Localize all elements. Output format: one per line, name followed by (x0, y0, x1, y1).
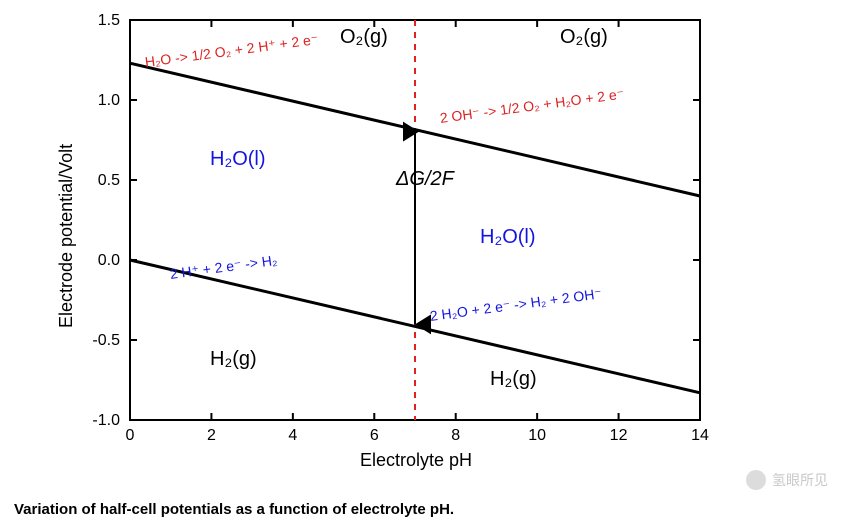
svg-text:14: 14 (691, 427, 709, 444)
svg-text:8: 8 (451, 427, 460, 444)
region-h2o-left: H₂O(l) (210, 148, 266, 171)
region-o2-left: O₂(g) (340, 26, 388, 49)
svg-text:2: 2 (207, 427, 216, 444)
region-h2-right: H₂(g) (490, 368, 537, 391)
svg-text:4: 4 (288, 427, 297, 444)
svg-text:-0.5: -0.5 (92, 332, 120, 349)
region-h2o-right: H₂O(l) (480, 226, 536, 249)
plot-svg: 0 2 4 6 8 10 12 14 -1.0 -0.5 0.0 0.5 1.0 1.5 (40, 8, 740, 478)
svg-text:0.5: 0.5 (98, 172, 120, 189)
watermark: 氢眼所见 (746, 470, 828, 490)
svg-text:1.0: 1.0 (98, 92, 120, 109)
svg-text:6: 6 (370, 427, 379, 444)
region-o2-right: O₂(g) (560, 26, 608, 49)
svg-text:-1.0: -1.0 (92, 412, 120, 429)
region-h2-left: H₂(g) (210, 348, 257, 371)
delta-g-label: ΔG/2F (396, 168, 454, 191)
svg-text:0.0: 0.0 (98, 252, 120, 269)
svg-text:1.5: 1.5 (98, 12, 120, 29)
svg-text:10: 10 (528, 427, 546, 444)
figure-caption: Variation of half-cell potentials as a f… (14, 501, 454, 518)
pourbaix-chart: Electrode potential/Volt Electrolyte pH … (40, 8, 740, 478)
watermark-icon (746, 470, 766, 490)
watermark-text: 氢眼所见 (772, 470, 828, 490)
svg-text:0: 0 (126, 427, 135, 444)
svg-text:12: 12 (610, 427, 628, 444)
